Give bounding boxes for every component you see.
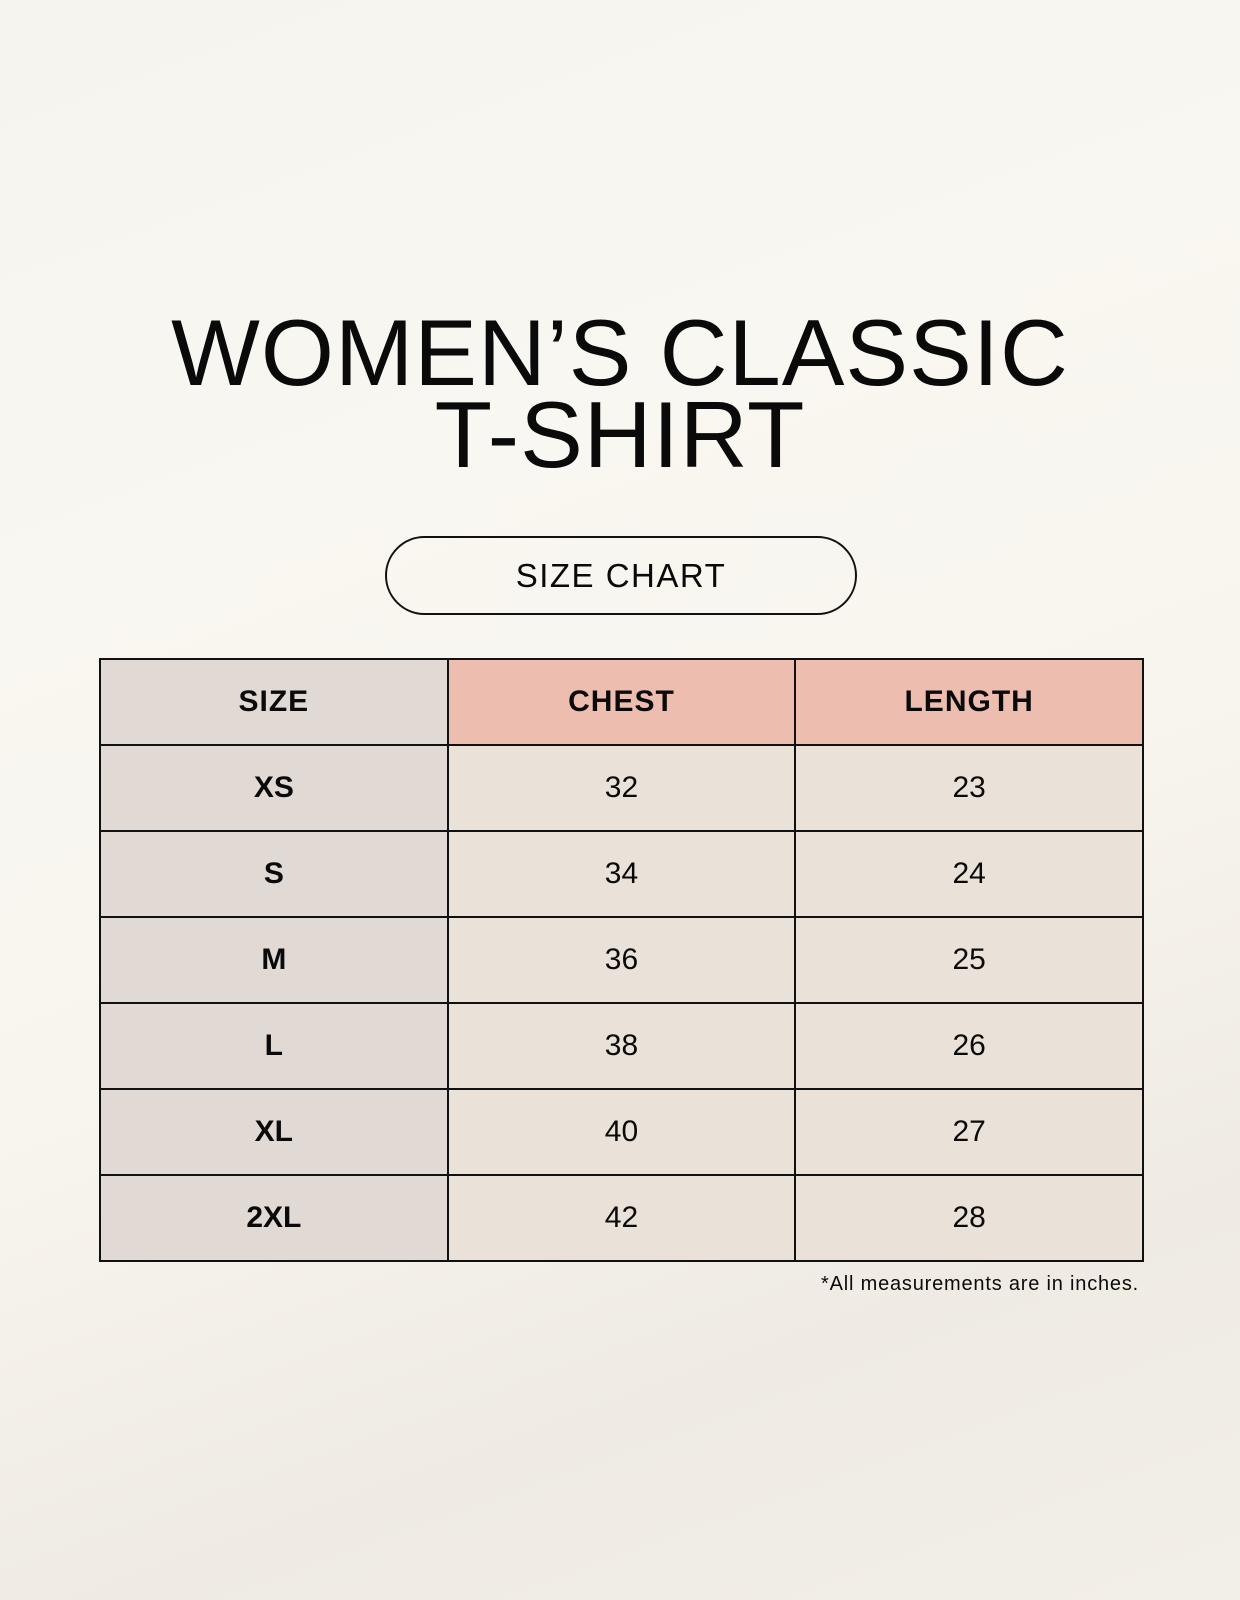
table-row: 2XL 42 28 (99, 1174, 1144, 1262)
cell-length: 23 (794, 744, 1144, 832)
cell-size: XS (99, 744, 449, 832)
cell-chest: 34 (446, 830, 797, 918)
page-title: WOMEN’S CLASSIC T-SHIRT (0, 300, 1240, 487)
header-chest: CHEST (446, 658, 797, 746)
table-row: S 34 24 (99, 830, 1144, 918)
cell-length: 25 (794, 916, 1144, 1004)
cell-chest: 38 (446, 1002, 797, 1090)
table-row: M 36 25 (99, 916, 1144, 1004)
footnote: *All measurements are in inches. (821, 1273, 1139, 1295)
table-row: XS 32 23 (99, 744, 1144, 832)
cell-size: M (99, 916, 449, 1004)
table-row: XL 40 27 (99, 1088, 1144, 1176)
size-chart-label: SIZE CHART (385, 536, 857, 615)
cell-length: 26 (794, 1002, 1144, 1090)
cell-size: 2XL (99, 1174, 449, 1262)
header-size: SIZE (99, 658, 449, 746)
cell-chest: 36 (446, 916, 797, 1004)
table-header-row: SIZE CHEST LENGTH (99, 658, 1144, 746)
title-line-2: T-SHIRT (434, 382, 806, 487)
cell-length: 28 (794, 1174, 1144, 1262)
cell-size: L (99, 1002, 449, 1090)
cell-length: 27 (794, 1088, 1144, 1176)
cell-length: 24 (794, 830, 1144, 918)
cell-chest: 42 (446, 1174, 797, 1262)
size-table: SIZE CHEST LENGTH XS 32 23 S 34 24 M 36 25 L 38 26 X… (99, 658, 1144, 1262)
cell-chest: 32 (446, 744, 797, 832)
header-length: LENGTH (794, 658, 1144, 746)
cell-chest: 40 (446, 1088, 797, 1176)
cell-size: S (99, 830, 449, 918)
table-row: L 38 26 (99, 1002, 1144, 1090)
title-line-1: WOMEN’S CLASSIC (171, 300, 1069, 405)
cell-size: XL (99, 1088, 449, 1176)
